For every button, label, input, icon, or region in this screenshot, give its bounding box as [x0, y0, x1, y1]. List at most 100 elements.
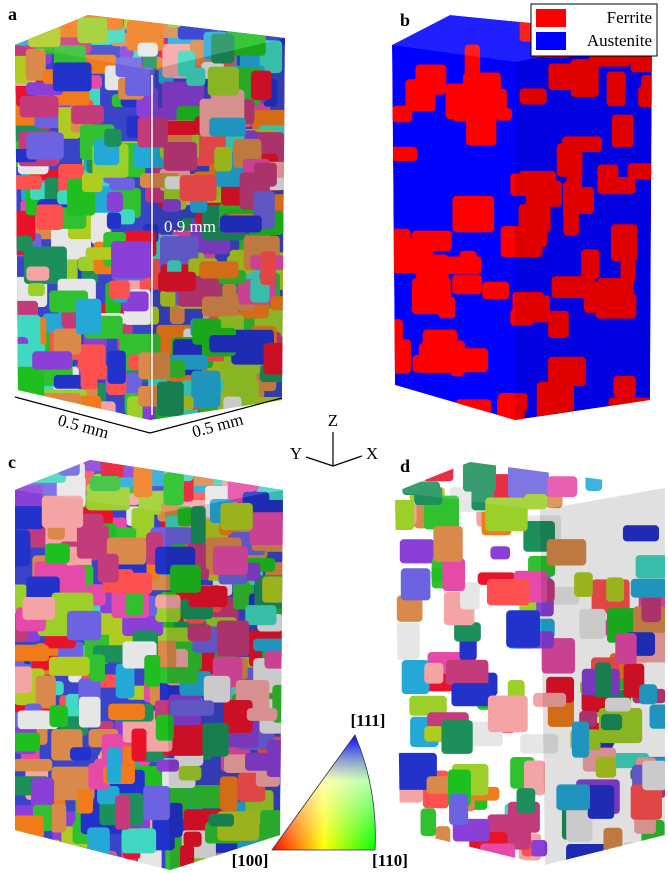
- grain: [111, 241, 152, 278]
- grain: [109, 280, 130, 298]
- grain: [108, 704, 145, 720]
- grain: [77, 789, 93, 814]
- grain: [421, 808, 436, 836]
- grain: [391, 339, 411, 373]
- grain: [116, 664, 135, 699]
- grain: [144, 454, 187, 471]
- axes-glyph: [306, 432, 362, 466]
- grain: [50, 846, 84, 864]
- grain: [412, 231, 452, 252]
- grain: [412, 278, 451, 314]
- grain: [107, 747, 121, 783]
- grain: [167, 4, 182, 27]
- grain: [234, 453, 264, 485]
- grain: [490, 546, 510, 559]
- grain: [381, 252, 420, 273]
- grain: [258, 6, 273, 32]
- grain: [228, 10, 264, 31]
- grain: [0, 847, 38, 873]
- grain: [98, 554, 119, 583]
- grain: [255, 467, 292, 479]
- grain: [41, 393, 81, 411]
- grain: [122, 828, 156, 853]
- grain: [26, 266, 49, 280]
- grain: [42, 496, 83, 528]
- grain: [569, 453, 588, 475]
- grain: [446, 660, 489, 685]
- width-x-label: 0.5 mm: [190, 410, 245, 442]
- key-top: [111]: [351, 711, 386, 730]
- grain: [241, 451, 262, 470]
- grain: [553, 454, 578, 470]
- grain: [164, 447, 189, 474]
- figure: 0.9 mm 0.5 mm 0.5 mm Z X Y [111] [100] […: [0, 0, 668, 873]
- grain: [623, 842, 660, 872]
- key-left: [100]: [232, 851, 269, 870]
- grain: [77, 525, 109, 558]
- grain: [20, 455, 36, 482]
- grain-block: [381, 10, 668, 435]
- grain: [463, 72, 501, 100]
- axis-y: Y: [290, 444, 302, 463]
- grain: [49, 705, 67, 727]
- grain: [451, 683, 491, 706]
- grain: [16, 236, 33, 251]
- grain: [50, 850, 78, 873]
- grain: [71, 105, 104, 124]
- right-face-shade: [540, 488, 665, 865]
- grain-block: [377, 445, 668, 873]
- axis-x: X: [366, 444, 378, 463]
- grain: [88, 853, 114, 873]
- grain: [388, 623, 420, 660]
- ipf-triangle-overlay: [272, 735, 375, 850]
- page: {"panels":[{"label":"a"},{"label":"b"},{…: [0, 0, 668, 873]
- grain: [449, 794, 468, 825]
- grain: [104, 129, 121, 147]
- axis-z: Z: [328, 411, 338, 430]
- grain: [435, 826, 450, 850]
- grain: [27, 7, 44, 30]
- grain: [260, 472, 296, 486]
- grain: [424, 663, 443, 684]
- grain: [456, 399, 491, 432]
- grain: [601, 453, 634, 477]
- grain: [28, 283, 45, 296]
- grain: [164, 458, 201, 471]
- grain: [12, 759, 53, 771]
- grain: [480, 843, 515, 873]
- grain: [384, 229, 411, 254]
- grain: [32, 351, 72, 369]
- grain: [9, 530, 30, 566]
- grain: [49, 657, 90, 676]
- grain: [419, 343, 454, 373]
- grain-block: [0, 0, 300, 435]
- legend-swatch: [536, 32, 566, 50]
- grain: [67, 611, 101, 640]
- grain: [90, 654, 105, 681]
- grain: [107, 212, 121, 229]
- grain: [223, 452, 242, 477]
- grain: [226, 16, 253, 31]
- grain: [23, 410, 49, 426]
- panel-label: a: [8, 4, 17, 24]
- legend-label: Austenite: [587, 31, 652, 50]
- panel-label: c: [8, 452, 16, 472]
- grain: [400, 539, 435, 563]
- grain: [45, 543, 70, 563]
- grain: [0, 23, 34, 40]
- grain: [34, 840, 61, 855]
- grain: [410, 399, 440, 414]
- grain: [452, 196, 494, 232]
- grain: [482, 282, 509, 299]
- grain: [12, 733, 40, 752]
- grain: [388, 500, 414, 530]
- grain: [391, 147, 418, 161]
- grain: [31, 778, 54, 808]
- grain: [433, 526, 462, 562]
- grain: [87, 827, 110, 864]
- grain: [0, 175, 42, 189]
- height-label: 0.9 mm: [164, 217, 216, 236]
- grain: [36, 675, 56, 708]
- grain: [641, 446, 659, 480]
- grain: [2, 367, 44, 404]
